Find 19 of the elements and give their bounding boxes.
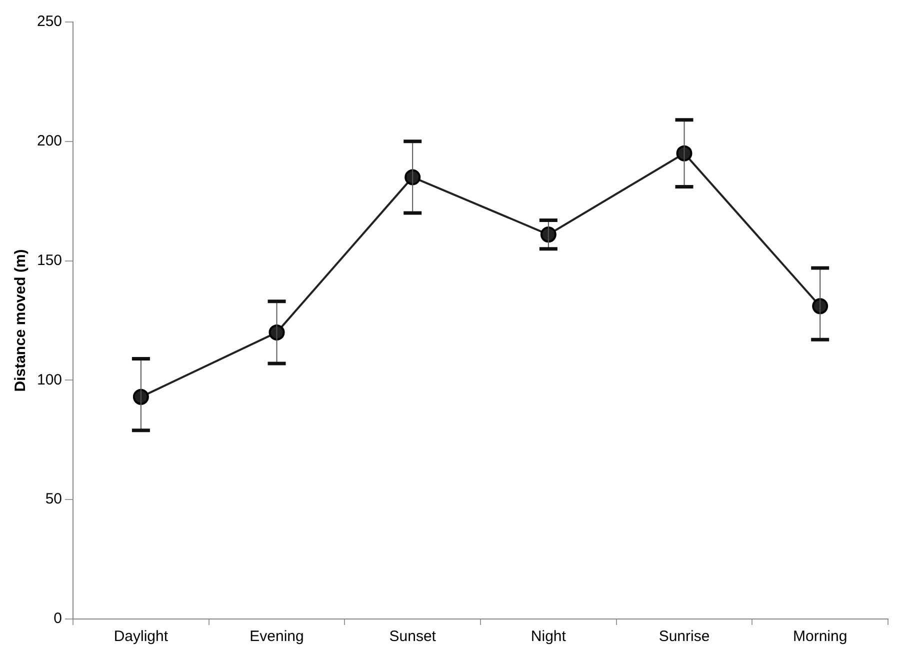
y-tick-label: 250 (36, 13, 62, 30)
x-tick-label: Night (530, 628, 567, 646)
point (676, 145, 692, 162)
point (404, 169, 421, 186)
point (268, 324, 285, 340)
x-tick-label: Sunset (389, 628, 437, 646)
x-tick-label: Sunrise (658, 628, 710, 646)
y-tick-label: 0 (54, 610, 62, 628)
x-tick-label: Evening (250, 628, 304, 646)
y-tick-label: 50 (45, 490, 62, 508)
point (812, 298, 828, 314)
x-tick-label: Morning (792, 628, 848, 646)
y-tick-label: 200 (36, 132, 62, 150)
y-tick-label: 100 (36, 371, 62, 388)
y-axis-title: Distance moved (m) (12, 249, 30, 392)
y-tick-label: 150 (36, 252, 62, 269)
point (132, 388, 149, 405)
point (540, 226, 556, 243)
x-tick-label: Daylight (114, 628, 169, 646)
